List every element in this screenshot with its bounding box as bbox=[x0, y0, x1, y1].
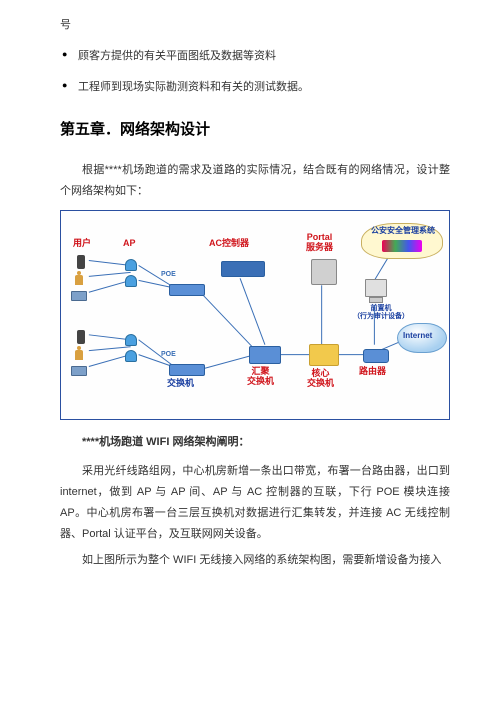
aggregation-switch-icon bbox=[249, 346, 281, 364]
bullet-text: 顾客方提供的有关平面图纸及数据等资料 bbox=[78, 50, 276, 62]
poe-switch-icon bbox=[169, 284, 205, 296]
router-icon bbox=[363, 349, 389, 363]
body-paragraph: 如上图所示为整个 WIFI 无线接入网络的系统架构图，需要新增设备为接入 bbox=[60, 550, 450, 571]
label-core-switch: 核心 交换机 bbox=[307, 369, 334, 389]
label-aggregation-switch: 汇聚 交换机 bbox=[247, 367, 274, 387]
poe-switch-icon bbox=[169, 364, 205, 376]
list-item: 顾客方提供的有关平面图纸及数据等资料 bbox=[60, 46, 450, 67]
pc-base-icon bbox=[369, 297, 383, 303]
laptop-icon bbox=[71, 366, 87, 376]
label-front-end: 前置机 （行为审计设备） bbox=[351, 305, 411, 320]
bullet-text: 工程师到现场实际勘测资料和有关的测试数据。 bbox=[78, 81, 309, 93]
core-switch-icon bbox=[309, 344, 339, 366]
list-item: 工程师到现场实际勘测资料和有关的测试数据。 bbox=[60, 77, 450, 98]
phone-icon bbox=[77, 255, 85, 269]
security-badge-icon bbox=[382, 240, 422, 252]
security-system-cloud: 公安安全管理系统 bbox=[361, 223, 443, 259]
laptop-icon bbox=[71, 291, 87, 301]
label-portal-server: Portal 服务器 bbox=[306, 233, 333, 253]
phone-icon bbox=[77, 330, 85, 344]
portal-server-icon bbox=[311, 259, 337, 285]
network-architecture-diagram: 用户 AP AC控制器 Portal 服务器 公安安全管理系统 POE POE … bbox=[60, 210, 450, 420]
label-ac-controller: AC控制器 bbox=[209, 239, 249, 249]
ap-icon bbox=[125, 275, 137, 287]
user-icon bbox=[75, 346, 83, 362]
ap-icon bbox=[125, 334, 137, 346]
label-switch: 交换机 bbox=[167, 379, 194, 389]
ap-icon bbox=[125, 350, 137, 362]
label-router: 路由器 bbox=[359, 367, 386, 377]
ap-icon bbox=[125, 259, 137, 271]
label-security-system: 公安安全管理系统 bbox=[366, 227, 440, 236]
body-paragraph: 采用光纤线路组网，中心机房新增一条出口带宽，布署一台路由器，出口到 intern… bbox=[60, 461, 450, 545]
ac-controller-icon bbox=[221, 261, 265, 277]
orphan-continuation: 号 bbox=[60, 15, 450, 36]
label-ap: AP bbox=[123, 239, 136, 249]
label-poe: POE bbox=[161, 271, 176, 279]
sub-heading: ****机场跑道 WIFI 网络架构阐明： bbox=[60, 432, 450, 453]
bullet-list: 顾客方提供的有关平面图纸及数据等资料 工程师到现场实际勘测资料和有关的测试数据。 bbox=[60, 46, 450, 98]
label-internet: Internet bbox=[403, 332, 432, 341]
intro-paragraph: 根据****机场跑道的需求及道路的实际情况，结合既有的网络情况，设计整个网络架构… bbox=[60, 160, 450, 202]
chapter-heading: 第五章．网络架构设计 bbox=[60, 116, 450, 145]
front-end-pc-icon bbox=[365, 279, 387, 297]
label-user: 用户 bbox=[73, 239, 91, 249]
user-icon bbox=[75, 271, 83, 287]
label-poe: POE bbox=[161, 351, 176, 359]
